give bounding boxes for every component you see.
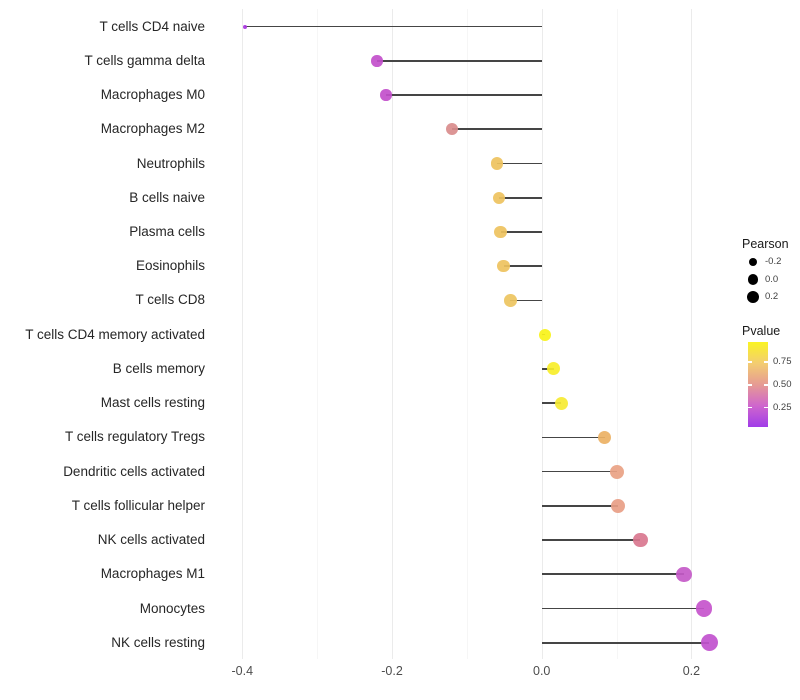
y-axis-label: Mast cells resting	[100, 395, 205, 411]
y-axis-label: T cells regulatory Tregs	[64, 429, 205, 445]
size-legend-label: 0.0	[765, 273, 779, 285]
y-axis-label: Plasma cells	[129, 223, 205, 239]
y-axis-label: T cells follicular helper	[71, 497, 205, 513]
lollipop-dot	[695, 600, 713, 617]
x-axis-tick-label: 0.0	[532, 664, 551, 678]
lollipop-dot	[490, 157, 504, 170]
lollipop-stem	[510, 299, 542, 302]
lollipop-dot	[243, 24, 248, 29]
lollipop-dot	[538, 328, 551, 341]
size-legend-dot	[749, 258, 757, 266]
lollipop-dot	[676, 566, 692, 583]
gridline-minor	[466, 9, 468, 659]
gridline-major	[691, 9, 693, 659]
x-axis-tick-label: -0.2	[381, 664, 403, 678]
x-axis-tick-label: 0.2	[682, 664, 701, 678]
colorbar-tick	[764, 384, 768, 386]
lollipop-dot	[494, 225, 507, 239]
lollipop-stem	[541, 573, 684, 576]
y-axis-label: Neutrophils	[136, 155, 205, 171]
pvalue-colorbar	[748, 342, 768, 427]
lollipop-stem	[245, 25, 542, 28]
colorbar-tick	[748, 361, 752, 363]
x-axis-tick-label: -0.4	[231, 664, 254, 678]
size-legend-label: 0.2	[765, 291, 779, 302]
lollipop-dot	[504, 294, 517, 307]
lollipop-dot	[597, 430, 612, 445]
y-axis-label: Macrophages M2	[100, 121, 205, 137]
y-axis-label: NK cells resting	[111, 634, 205, 650]
y-axis-label: Eosinophils	[135, 258, 205, 274]
size-legend-dot	[746, 290, 760, 304]
lollipop-stem	[541, 470, 617, 473]
lollipop-stem	[377, 60, 542, 62]
lollipop-stem	[386, 94, 542, 96]
lollipop-dot	[554, 396, 568, 410]
lollipop-stem	[541, 607, 705, 610]
lollipop-dot	[611, 498, 626, 513]
y-axis-label: B cells memory	[112, 360, 205, 376]
y-axis-label: Monocytes	[139, 600, 205, 616]
y-axis-label: T cells CD4 memory activated	[25, 326, 205, 342]
lollipop-dot	[371, 55, 383, 67]
size-legend-label: -0.2	[765, 256, 782, 267]
gridline-major	[392, 9, 393, 659]
gridline-major	[242, 9, 244, 659]
colorbar-tick-label: 0.50	[773, 378, 792, 390]
lollipop-stem	[503, 265, 542, 267]
lollipop-dot	[445, 123, 458, 136]
size-legend-title: Pearson	[742, 237, 789, 251]
colorbar-tick	[748, 384, 752, 386]
lollipop-stem	[541, 641, 710, 644]
lollipop-dot	[547, 362, 561, 376]
lollipop-stem	[499, 196, 542, 199]
colorbar-tick	[764, 406, 768, 409]
lollipop-dot	[380, 89, 392, 101]
colorbar-tick	[748, 406, 752, 409]
lollipop-stem	[496, 162, 542, 165]
lollipop-stem	[541, 402, 562, 404]
y-axis-label: B cells naive	[129, 189, 205, 205]
lollipop-stem	[541, 505, 619, 507]
lollipop-stem	[500, 231, 542, 233]
y-axis-label: Macrophages M0	[100, 87, 205, 103]
y-axis-label: T cells CD4 naive	[99, 18, 205, 34]
gridline-minor	[317, 9, 319, 659]
color-legend-title: Pvalue	[742, 324, 781, 338]
lollipop-dot	[700, 633, 719, 652]
y-axis-label: Macrophages M1	[100, 566, 205, 582]
colorbar-tick-label: 0.25	[773, 401, 792, 413]
lollipop-stem	[451, 128, 542, 131]
y-axis-label: NK cells activated	[97, 532, 205, 548]
y-axis-label: T cells gamma delta	[84, 52, 205, 68]
size-legend-dot	[747, 274, 759, 285]
colorbar-tick-label: 0.75	[773, 355, 792, 367]
lollipop-stem	[541, 436, 605, 439]
y-axis-label: T cells CD8	[135, 292, 205, 308]
colorbar-tick	[764, 361, 768, 363]
lollipop-stem	[541, 539, 641, 541]
y-axis-label: Dendritic cells activated	[63, 463, 205, 479]
lollipop-dot	[633, 532, 648, 548]
lollipop-dot	[497, 259, 510, 273]
gridline-minor	[616, 9, 618, 659]
lollipop-dot	[609, 464, 624, 479]
lollipop-dot	[492, 191, 506, 204]
